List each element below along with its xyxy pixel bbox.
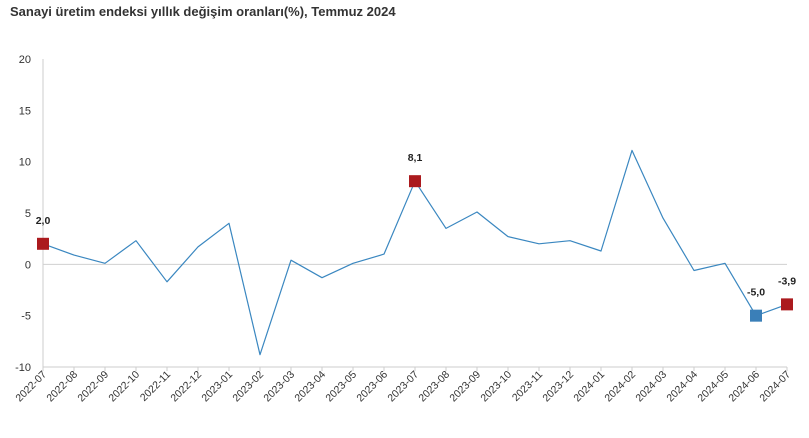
x-tick-label: 2023-06 (354, 369, 390, 405)
y-tick-label: 10 (19, 157, 31, 169)
x-tick-label: 2022-08 (44, 369, 80, 405)
data-point-marker (37, 237, 49, 250)
x-tick-label: 2023-07 (385, 369, 421, 405)
x-tick-label: 2022-12 (168, 369, 204, 405)
data-label: -5,0 (747, 287, 765, 299)
y-tick-label: 0 (25, 259, 31, 271)
x-tick-label: 2024-02 (602, 369, 638, 405)
chart-title: Sanayi üretim endeksi yıllık değişim ora… (10, 4, 396, 19)
x-tick-label: 2024-06 (726, 369, 762, 405)
x-tick-label: 2022-09 (75, 369, 111, 405)
data-label: 8,1 (408, 152, 423, 164)
y-tick-label: -10 (15, 362, 31, 374)
y-tick-label: -5 (21, 311, 31, 323)
x-tick-label: 2023-05 (323, 369, 359, 405)
x-tick-label: 2023-09 (447, 369, 483, 405)
data-point-marker (409, 175, 421, 188)
y-tick-label: 15 (19, 105, 31, 117)
y-tick-label: 20 (19, 54, 31, 66)
data-label: 2,0 (36, 215, 51, 227)
axis-layer: 20151050-5-102022-072022-082022-092022-1… (13, 54, 793, 404)
x-tick-label: 2024-03 (633, 369, 669, 405)
y-tick-label: 5 (25, 208, 31, 220)
x-tick-label: 2024-04 (664, 369, 700, 405)
x-tick-label: 2023-08 (416, 369, 452, 405)
x-tick-label: 2023-12 (540, 369, 576, 405)
x-tick-label: 2024-01 (571, 369, 607, 405)
data-point-marker (781, 298, 793, 311)
x-tick-label: 2023-11 (510, 369, 545, 404)
x-tick-label: 2022-11 (138, 369, 173, 404)
x-tick-label: 2024-07 (757, 369, 793, 405)
data-point-marker (750, 309, 762, 322)
x-tick-label: 2023-04 (292, 369, 328, 405)
marker-layer: 2,0 8,1 -5,0 -3,9 (36, 152, 796, 322)
data-label: -3,9 (778, 275, 796, 287)
x-tick-label: 2024-05 (695, 369, 731, 405)
x-tick-label: 2023-01 (199, 369, 235, 405)
x-tick-label: 2023-03 (261, 369, 297, 405)
x-tick-label: 2023-02 (230, 369, 266, 405)
x-tick-label: 2023-10 (478, 369, 514, 405)
x-tick-label: 2022-10 (106, 369, 142, 405)
